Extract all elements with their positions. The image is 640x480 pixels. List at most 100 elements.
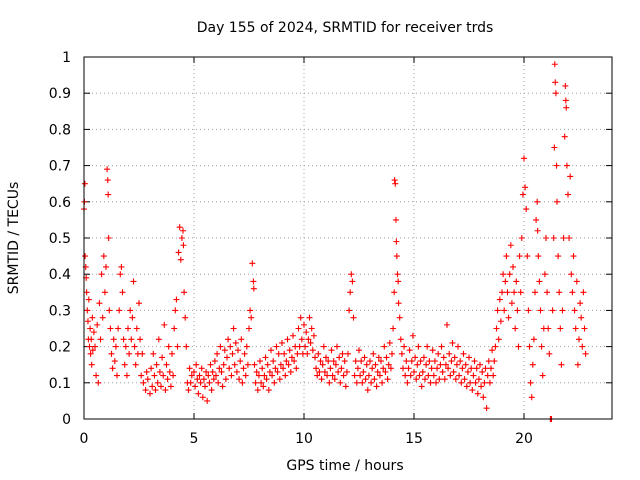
data-point [219, 383, 226, 390]
data-point [294, 350, 301, 357]
x-tick-label: 0 [80, 431, 89, 447]
data-point [374, 368, 381, 375]
data-point [149, 383, 156, 390]
data-point [389, 350, 395, 357]
data-point [106, 307, 113, 314]
data-point [353, 379, 360, 386]
data-point [195, 390, 202, 397]
data-point [363, 361, 370, 368]
data-point [88, 361, 95, 368]
data-point [489, 347, 496, 354]
data-point [143, 368, 150, 375]
data-point [504, 289, 511, 296]
data-point [193, 361, 200, 368]
data-point [566, 235, 573, 241]
data-point [549, 307, 556, 314]
data-point [93, 372, 100, 379]
data-point [159, 354, 166, 361]
data-point [462, 361, 469, 368]
data-point [431, 358, 438, 365]
data-point [225, 336, 232, 343]
data-point [167, 383, 174, 390]
data-point [272, 365, 279, 372]
y-tick-label: 0 [62, 412, 71, 428]
data-point [376, 372, 383, 379]
data-point [229, 350, 236, 357]
data-point [405, 365, 412, 372]
data-point [208, 387, 215, 394]
data-point [555, 253, 562, 260]
data-point [463, 383, 470, 390]
data-point [276, 376, 283, 383]
data-point [152, 387, 159, 394]
data-point [331, 376, 338, 383]
data-point [426, 358, 433, 365]
data-point [378, 358, 384, 365]
data-point [387, 365, 394, 372]
data-point [433, 379, 439, 386]
data-point [510, 263, 516, 270]
data-point [221, 347, 228, 354]
data-point [148, 365, 155, 372]
data-point [283, 358, 290, 365]
axis-ticks: 00.10.20.30.40.50.60.70.80.910 5 10 15 20 [49, 50, 612, 447]
data-point [385, 361, 392, 368]
data-point [423, 361, 430, 368]
data-point [312, 354, 318, 361]
y-tick-label: 1 [62, 50, 71, 66]
data-point [170, 372, 177, 379]
data-point [415, 343, 422, 350]
data-point [186, 365, 193, 372]
data-point [284, 336, 291, 343]
data-point [255, 372, 262, 379]
data-point [553, 162, 560, 169]
data-point [486, 379, 493, 386]
data-point [213, 372, 219, 379]
data-point [438, 343, 445, 350]
data-point [398, 350, 405, 357]
data-point [182, 314, 189, 321]
y-tick-label: 0.2 [49, 340, 71, 356]
data-point [469, 387, 476, 394]
data-point [279, 339, 285, 346]
data-point [180, 242, 187, 249]
data-point [252, 379, 259, 386]
data-point [125, 325, 131, 332]
data-point [115, 325, 122, 332]
data-point [165, 343, 172, 350]
data-point [153, 361, 160, 368]
data-point [119, 289, 126, 296]
data-point [180, 227, 186, 234]
data-point [418, 383, 425, 390]
data-point [527, 379, 534, 386]
data-point [582, 350, 589, 357]
data-point [241, 350, 248, 357]
data-point [445, 365, 452, 372]
data-point [373, 383, 380, 390]
data-point [397, 336, 404, 343]
data-point [269, 372, 276, 379]
data-point [127, 307, 134, 314]
data-point [104, 177, 111, 184]
data-point [314, 372, 321, 379]
data-point [137, 336, 144, 343]
data-point [365, 372, 372, 379]
data-point [541, 271, 548, 278]
x-tick-label: 20 [515, 431, 533, 447]
data-point [246, 325, 252, 332]
data-point [446, 350, 453, 357]
data-point [440, 354, 447, 361]
data-point [142, 387, 149, 394]
data-point [114, 372, 120, 379]
data-point [254, 387, 261, 394]
data-point [345, 350, 351, 357]
data-point [391, 177, 398, 184]
data-point [130, 278, 137, 285]
data-point [87, 350, 94, 357]
data-point [123, 372, 130, 379]
data-point [419, 368, 426, 375]
data-point [402, 372, 409, 379]
data-point [259, 365, 266, 372]
data-point [484, 372, 491, 379]
data-point [500, 271, 507, 278]
